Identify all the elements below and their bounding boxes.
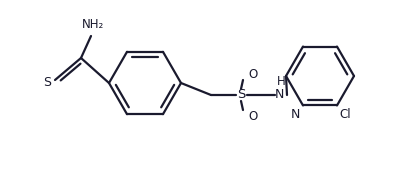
Text: N: N	[275, 89, 284, 102]
Text: Cl: Cl	[339, 108, 351, 121]
Text: H: H	[277, 75, 285, 88]
Text: S: S	[237, 89, 245, 102]
Text: O: O	[248, 109, 257, 122]
Text: N: N	[290, 108, 300, 121]
Text: S: S	[43, 76, 51, 89]
Text: NH₂: NH₂	[82, 18, 104, 31]
Text: O: O	[248, 68, 257, 80]
